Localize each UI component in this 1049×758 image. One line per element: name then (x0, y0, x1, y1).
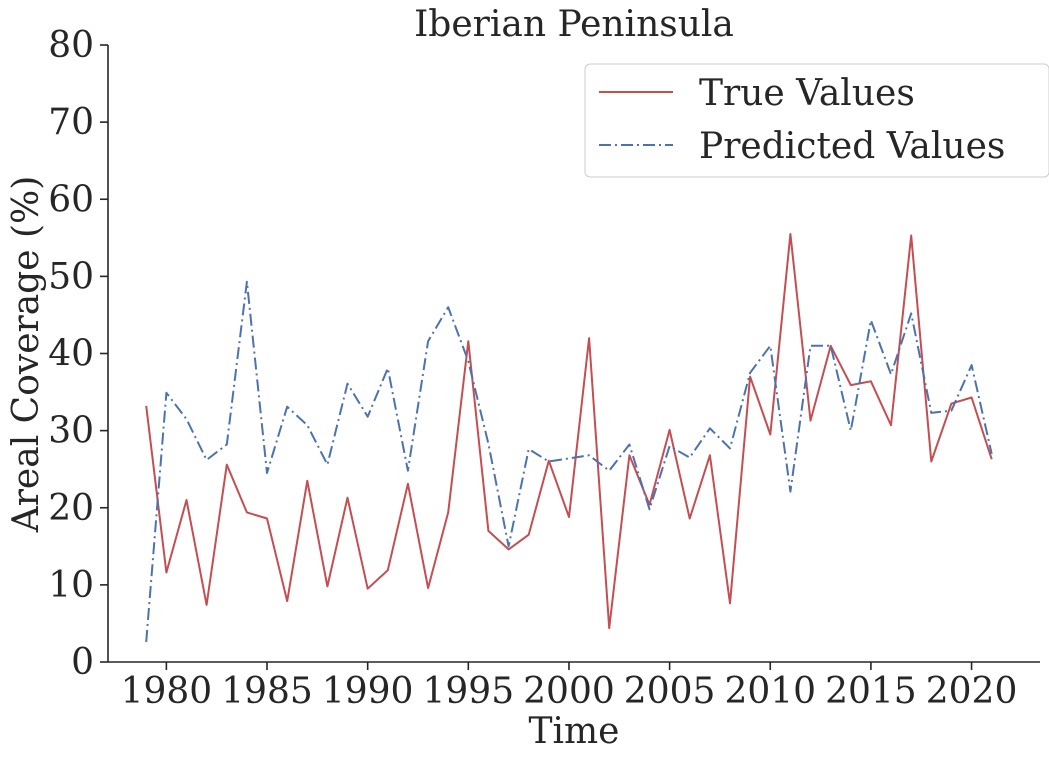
y-axis-ticks: 0 10 20 30 40 50 60 70 80 (48, 25, 108, 683)
y-tick-label: 50 (48, 256, 94, 297)
y-tick-label: 40 (48, 334, 94, 375)
x-tick-label: 2005 (624, 671, 716, 712)
chart-title: Iberian Peninsula (414, 4, 734, 45)
x-tick-label: 1990 (322, 671, 414, 712)
legend-label-true-values: True Values (699, 73, 915, 114)
x-tick-label: 2000 (523, 671, 615, 712)
y-tick-label: 80 (48, 25, 94, 66)
x-tick-label: 1995 (423, 671, 515, 712)
x-tick-label: 1980 (121, 671, 213, 712)
series-line-predicted-values (145, 280, 993, 642)
legend: True Values Predicted Values (584, 63, 1049, 178)
x-tick-label: 2015 (825, 671, 917, 712)
y-tick-label: 10 (48, 565, 94, 606)
y-tick-label: 30 (48, 411, 94, 452)
x-tick-label: 2020 (926, 671, 1018, 712)
x-tick-label: 1985 (221, 671, 313, 712)
y-tick-label: 0 (71, 642, 94, 683)
x-axis-ticks: 1980 1985 1990 1995 2000 2005 2010 2015 2020 (121, 662, 1018, 712)
x-axis-title: Time (529, 711, 620, 752)
y-tick-label: 20 (48, 488, 94, 529)
series-layer (145, 233, 993, 642)
y-axis-title: Areal Coverage (%) (6, 176, 47, 534)
series-line-true-values (145, 233, 993, 630)
y-tick-label: 70 (48, 102, 94, 143)
legend-label-predicted-values: Predicted Values (699, 126, 1005, 167)
y-tick-label: 60 (48, 179, 94, 220)
x-tick-label: 2010 (724, 671, 816, 712)
legend-frame (584, 63, 1049, 178)
